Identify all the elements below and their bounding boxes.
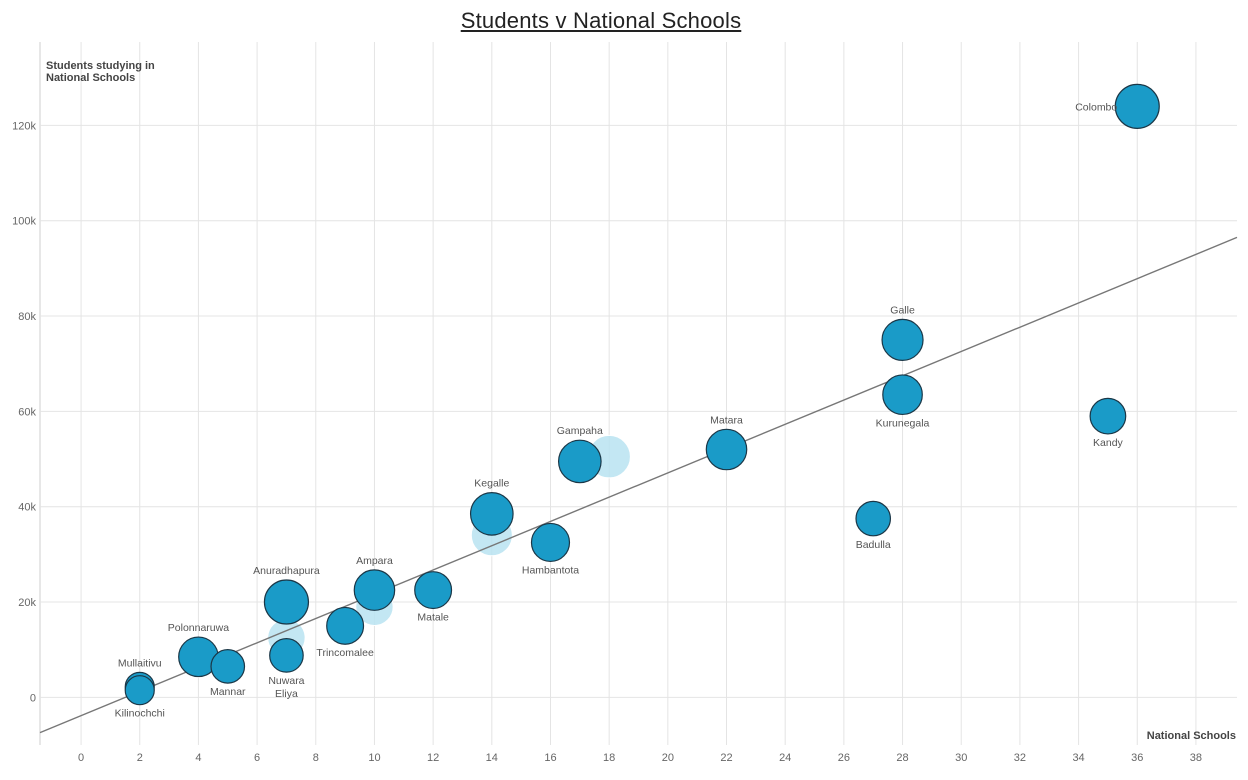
- x-tick-label: 38: [1190, 752, 1202, 764]
- bubble-galle[interactable]: [881, 318, 924, 361]
- x-tick-label: 28: [896, 752, 908, 764]
- y-axis-title-line-2: National Schools: [46, 72, 135, 84]
- x-tick-label: 26: [838, 752, 850, 764]
- bubble-kandy[interactable]: [1089, 397, 1127, 435]
- label-nuwara-eliya: Nuwara: [268, 675, 304, 687]
- bubble-anuradhapura[interactable]: [263, 579, 310, 625]
- x-tick-label: 18: [603, 752, 615, 764]
- label-badulla: Badulla: [856, 539, 891, 551]
- x-tick-label: 36: [1131, 752, 1143, 764]
- bubble-ampara[interactable]: [353, 569, 396, 611]
- x-tick-label: 20: [662, 752, 674, 764]
- x-tick-label: 4: [195, 752, 201, 764]
- label-polonnaruwa: Polonnaruwa: [168, 622, 229, 634]
- bubble-labels: Colombo Galle Kurunegala Kandy Matara Gampaha…: [115, 101, 1124, 719]
- bubble-kegalle[interactable]: [469, 491, 514, 536]
- label-ampara: Ampara: [356, 555, 393, 567]
- y-tick-label: 60k: [18, 406, 36, 418]
- bubble-kilinochchi[interactable]: [124, 675, 155, 706]
- bubble-nuwara-eliya[interactable]: [269, 638, 304, 673]
- bubble-mannar[interactable]: [210, 649, 246, 684]
- grid: [39, 42, 1237, 745]
- label-kegalle: Kegalle: [474, 478, 509, 490]
- label-kilinochchi: Kilinochchi: [115, 708, 165, 720]
- label-hambantota: Hambantota: [522, 564, 579, 576]
- label-colombo: Colombo: [1075, 101, 1117, 113]
- bubble-kurunegala[interactable]: [882, 374, 923, 416]
- label-matale: Matale: [417, 612, 449, 624]
- label-galle: Galle: [890, 304, 915, 316]
- bubble-hambantota[interactable]: [530, 522, 571, 563]
- x-axis-title: National Schools: [1147, 730, 1236, 742]
- x-tick-label: 24: [779, 752, 791, 764]
- bubble-colombo[interactable]: [1114, 83, 1160, 129]
- label-kurunegala: Kurunegala: [876, 417, 930, 429]
- x-tick-label: 0: [78, 752, 84, 764]
- y-tick-label: 120k: [12, 120, 36, 132]
- y-tick-label: 100k: [12, 216, 36, 228]
- y-tick-label: 80k: [18, 311, 36, 323]
- x-tick-label: 12: [427, 752, 439, 764]
- bubble-matale[interactable]: [414, 571, 453, 610]
- x-tick-label: 8: [313, 752, 319, 764]
- x-tick-label: 10: [368, 752, 380, 764]
- y-tick-label: 20k: [18, 597, 36, 609]
- chart-title: Students v National Schools: [460, 8, 742, 33]
- x-tick-label: 14: [486, 752, 498, 764]
- y-tick-label: 40k: [18, 502, 36, 514]
- bubbles: [124, 83, 1160, 706]
- bubble-trincomalee[interactable]: [326, 606, 365, 645]
- label-gampaha: Gampaha: [557, 425, 603, 437]
- x-tick-label: 32: [1014, 752, 1026, 764]
- label-kandy: Kandy: [1093, 437, 1124, 449]
- y-tick-label: 0: [30, 692, 36, 704]
- label-mannar: Mannar: [210, 686, 246, 698]
- label-trincomalee: Trincomalee: [316, 647, 374, 659]
- bubble-matara[interactable]: [705, 428, 748, 471]
- y-axis-title: Students studying in: [46, 60, 155, 72]
- trend-line: [39, 236, 1238, 734]
- bubble-badulla[interactable]: [855, 500, 892, 537]
- x-tick-label: 16: [544, 752, 556, 764]
- label-nuwara-eliya: Eliya: [275, 688, 298, 700]
- label-anuradhapura: Anuradhapura: [253, 565, 320, 577]
- x-tick-label: 30: [955, 752, 967, 764]
- x-tick-label: 34: [1072, 752, 1084, 764]
- x-tick-label: 22: [720, 752, 732, 764]
- x-tick-label: 2: [137, 752, 143, 764]
- x-tick-label: 6: [254, 752, 260, 764]
- axis-ticks: 0 2 4 6 8 10 12 14 16 18 20 22 24 26 28 30 32 34 36 38020k4…: [12, 120, 1202, 764]
- bubble-gampaha[interactable]: [557, 439, 602, 484]
- label-matara: Matara: [710, 414, 743, 426]
- label-mullaitivu: Mullaitivu: [118, 657, 162, 669]
